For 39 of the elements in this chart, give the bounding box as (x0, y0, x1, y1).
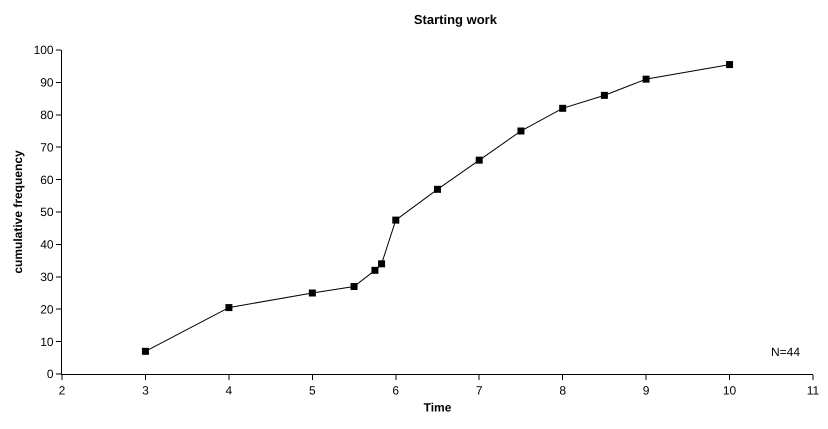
point (392, 216, 400, 224)
x-tick-label: 4 (226, 383, 233, 398)
chart-title: Starting work (414, 12, 498, 28)
point (600, 92, 608, 99)
point (434, 186, 441, 193)
point (517, 128, 524, 134)
point (726, 61, 734, 68)
y-tick-label: 30 (40, 270, 54, 284)
x-axis-title: Time (424, 400, 452, 414)
point (225, 304, 232, 312)
y-tick-label: 50 (40, 205, 54, 220)
x-tick-label: 9 (642, 383, 650, 398)
point (142, 348, 149, 355)
x-tick-label: 11 (806, 383, 820, 398)
x-tick-label: 8 (559, 383, 566, 398)
point (378, 260, 386, 268)
y-tick-label: 10 (40, 334, 54, 349)
y-axis-title: cumulative frequency (10, 150, 25, 274)
point (559, 104, 566, 112)
x-tick-label: 2 (58, 383, 66, 398)
x-tick-label: 5 (308, 383, 316, 398)
x-tick-label: 6 (392, 383, 400, 398)
point (371, 266, 378, 274)
x-tick-label: 3 (142, 383, 150, 398)
point (308, 290, 316, 296)
y-tick-label: 20 (40, 302, 54, 316)
point (642, 76, 650, 83)
y-tick-label: 0 (46, 367, 54, 382)
y-tick-label: 40 (40, 238, 54, 252)
point (476, 156, 483, 164)
x-tick-label: 10 (722, 383, 737, 398)
x-tick-label: 7 (476, 383, 483, 398)
point (350, 283, 358, 290)
y-tick-label: 80 (40, 108, 54, 122)
y-tick-label: 60 (40, 172, 54, 187)
y-tick-label: 90 (40, 76, 54, 90)
y-tick-label: 70 (40, 140, 54, 154)
annotation: N=44 (771, 345, 800, 359)
y-tick-label: 100 (34, 43, 54, 58)
